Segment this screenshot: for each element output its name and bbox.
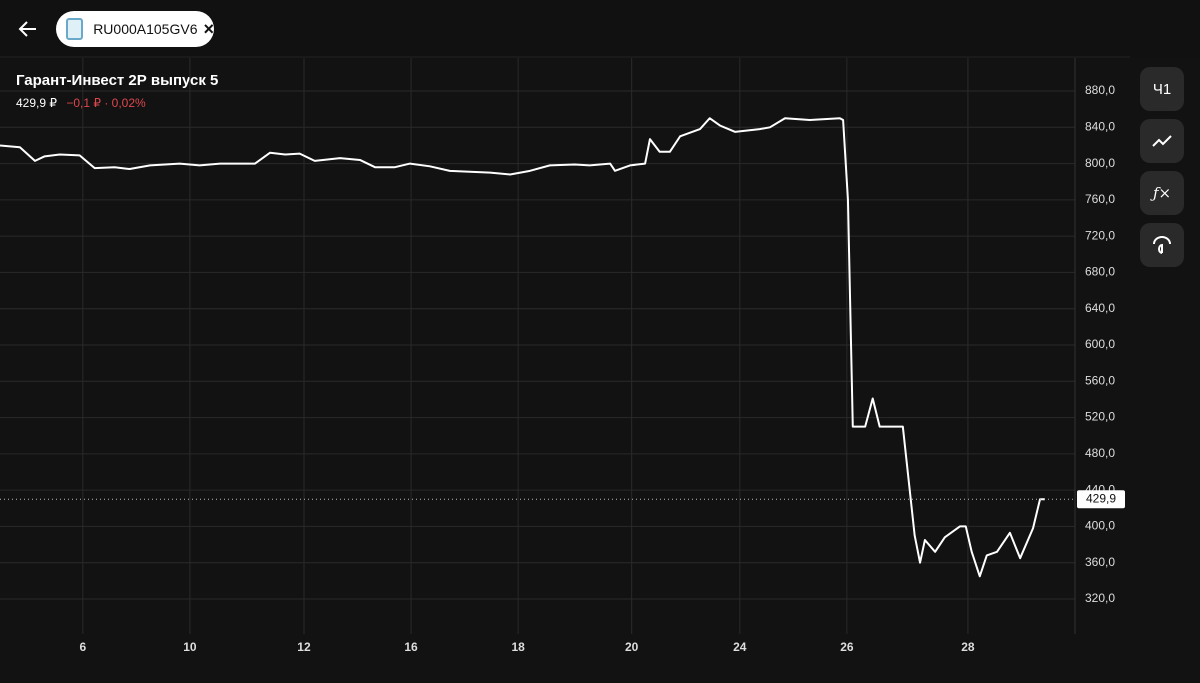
y-tick-label: 320,0	[1085, 591, 1115, 605]
x-tick-label: 6	[80, 640, 87, 654]
y-tick-label: 400,0	[1085, 519, 1115, 533]
price-line	[0, 117, 1045, 578]
price-row: 429,9 ₽ −0,1 ₽ · 0,02%	[16, 96, 146, 110]
y-tick-label: 360,0	[1085, 555, 1115, 569]
current-price-box	[1077, 490, 1125, 509]
y-tick-label: 480,0	[1085, 446, 1115, 460]
y-tick-label: 800,0	[1085, 156, 1115, 170]
y-tick-label: 720,0	[1085, 228, 1115, 242]
y-tick-label: 640,0	[1085, 301, 1115, 315]
tab-label: RU000A105GV6	[93, 21, 198, 37]
draw-icon	[1153, 236, 1171, 254]
y-tick-label: 600,0	[1085, 337, 1115, 351]
y-tick-label: 560,0	[1085, 373, 1115, 387]
y-tick-label: 840,0	[1085, 119, 1115, 133]
back-button[interactable]	[16, 17, 40, 41]
line-icon	[1152, 135, 1172, 147]
current-price-label: 429,9	[1086, 491, 1116, 505]
interval-button[interactable]: Ч1	[1140, 67, 1184, 111]
price: 429,9 ₽	[16, 96, 57, 110]
x-tick-label: 28	[961, 640, 975, 654]
y-tick-label: 680,0	[1085, 265, 1115, 279]
top-bar: RU000A105GV6 ×	[0, 0, 1200, 57]
chart: 320,0360,0400,0440,0480,0520,0560,0600,0…	[0, 56, 1130, 654]
x-tick-label: 18	[511, 640, 525, 654]
x-tick-label: 24	[733, 640, 747, 654]
x-tick-label: 26	[840, 640, 854, 654]
x-tick-label: 16	[404, 640, 418, 654]
y-tick-label: 760,0	[1085, 192, 1115, 206]
y-tick-label: 880,0	[1085, 83, 1115, 97]
price-change: −0,1 ₽ · 0,02%	[66, 96, 146, 110]
draw-button[interactable]	[1140, 223, 1184, 267]
tab-icon	[66, 18, 84, 40]
indicators-button[interactable]: ƒ×	[1140, 171, 1184, 215]
y-tick-label: 520,0	[1085, 410, 1115, 424]
tab-close[interactable]: ×	[203, 18, 214, 39]
x-tick-label: 12	[297, 640, 311, 654]
instrument-title: Гарант-Инвест 2Р выпуск 5	[16, 72, 219, 89]
x-tick-label: 20	[625, 640, 639, 654]
instrument-tab[interactable]: RU000A105GV6 ×	[56, 11, 214, 47]
x-tick-label: 10	[183, 640, 197, 654]
chart-type-button[interactable]	[1140, 119, 1184, 163]
